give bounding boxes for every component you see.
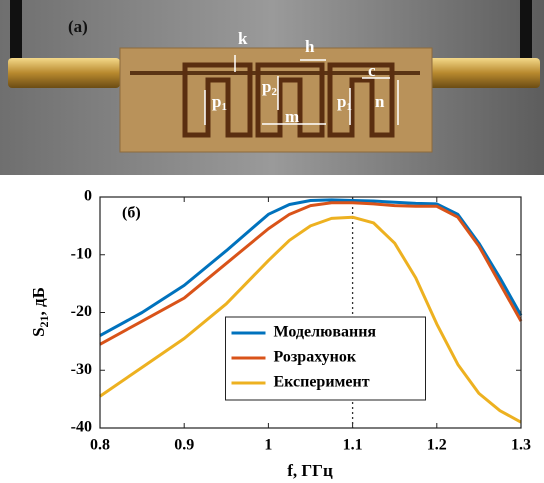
series-line xyxy=(99,201,523,346)
y-axis-label-subscript: 21 xyxy=(37,315,51,327)
legend-label: Моделювання xyxy=(274,324,377,341)
plot-frame xyxy=(99,196,522,429)
dimension-label: p1 xyxy=(212,92,227,113)
y-tick-label: 0 xyxy=(84,188,92,205)
photo: (a) k h c p1 p2 m p1 n xyxy=(0,0,544,175)
dimension-label: p1 xyxy=(337,92,352,113)
panel-label: (б) xyxy=(122,205,141,222)
dimension-label: p xyxy=(337,92,346,111)
x-tick-label: 0.9 xyxy=(174,437,194,454)
dimension-label: p xyxy=(212,92,221,111)
connector xyxy=(428,58,540,88)
y-tick-label: -20 xyxy=(71,303,92,320)
y-tick-label: -30 xyxy=(71,361,92,378)
dimension-label: c xyxy=(368,61,376,80)
x-tick-label: 1 xyxy=(264,437,272,454)
series-line xyxy=(99,215,522,424)
cable xyxy=(520,0,532,60)
y-axis-label: S21, дБ xyxy=(29,287,51,337)
legend-label: Експеримент xyxy=(274,374,370,391)
y-axis-label: S xyxy=(29,327,48,336)
dimension-label: h xyxy=(305,37,315,56)
legend-label: Розрахунок xyxy=(274,349,357,366)
dimension-label: p2 xyxy=(262,77,277,98)
x-tick-label: 0.8 xyxy=(90,437,110,454)
resonators xyxy=(182,62,395,138)
x-tick-label: 1.1 xyxy=(343,437,363,454)
y-tick-label: -10 xyxy=(71,245,92,262)
x-axis-label: f, ГГц xyxy=(287,461,333,480)
series-line xyxy=(99,198,523,337)
y-axis-label: , дБ xyxy=(29,287,48,315)
dimension-label: k xyxy=(238,29,248,48)
dimension-arrows xyxy=(204,55,399,125)
connector xyxy=(8,58,120,88)
dimension-subscript: 2 xyxy=(271,86,277,98)
dimension-subscript: 1 xyxy=(221,101,227,113)
cable xyxy=(10,0,22,60)
panel-label: (a) xyxy=(68,17,88,36)
dimension-subscript: 1 xyxy=(346,101,352,113)
chart: (б) f, ГГц S21, дБ 0.8 0.9 1 1.1 1.2 1.3 0 -10 -… xyxy=(29,188,531,480)
dimension-label: p xyxy=(262,77,271,96)
dimension-label: n xyxy=(375,92,385,111)
dimension-label: m xyxy=(285,107,299,126)
x-tick-label: 1.2 xyxy=(427,437,447,454)
x-tick-label: 1.3 xyxy=(511,437,531,454)
y-tick-label: -40 xyxy=(71,419,92,436)
